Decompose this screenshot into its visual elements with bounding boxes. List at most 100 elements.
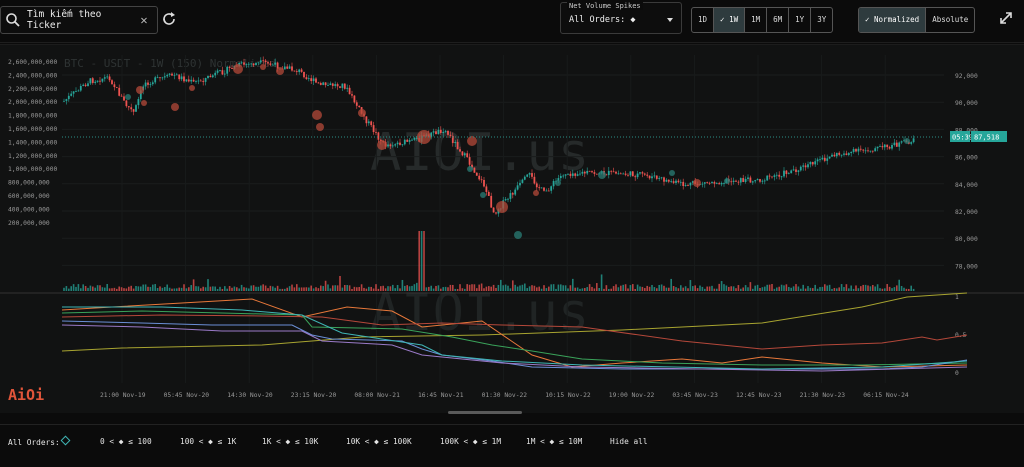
legend-0-100[interactable]: 0 < ◆ ≤ 100 (100, 437, 152, 446)
ticker-search-box[interactable]: Tìm kiếm theo Ticker ✕ (0, 6, 158, 34)
volume-bar (267, 288, 269, 291)
candle-body (891, 145, 893, 149)
volume-bar (96, 285, 99, 291)
left-axis: 2,600,000,000 2,400,000,000 2,200,000,000 2… (8, 59, 57, 227)
candle-body (571, 173, 574, 176)
volume-bar (864, 284, 867, 291)
candle-body (449, 134, 452, 136)
time-axis-label: 03:45 Nov-23 (672, 392, 718, 399)
close-icon[interactable]: ✕ (140, 13, 148, 27)
search-input[interactable]: Tìm kiếm theo Ticker (27, 9, 102, 31)
range-6m[interactable]: 6M (767, 8, 790, 32)
candle-body (173, 74, 176, 76)
volume-bar (468, 284, 471, 291)
volume-bar (147, 286, 149, 291)
mode-absolute[interactable]: Absolute (932, 15, 969, 24)
volume-bar (778, 286, 780, 291)
chart-scrollbar[interactable] (448, 411, 522, 414)
candle-body (437, 129, 440, 135)
volume-bar (713, 288, 716, 291)
candle-body (156, 77, 159, 79)
price-volume-chart[interactable]: BTC - USDT - 1W (150) Normalized AIOI.us… (0, 45, 1024, 413)
legend-label: 1K < ◆ ≤ 10K (262, 437, 319, 446)
candle-body (483, 179, 485, 187)
volume-bar (480, 283, 483, 291)
candle-body (274, 62, 277, 65)
volume-bar (264, 285, 267, 291)
volume-bar (639, 286, 641, 291)
legend-all-orders[interactable]: All Orders: (8, 435, 71, 447)
candle-body (715, 183, 718, 184)
candle-body (291, 66, 293, 71)
candle-body (631, 171, 634, 177)
mode-normalized[interactable]: ✓ Normalized (859, 8, 927, 32)
candle-body (559, 175, 562, 179)
candle-body (660, 177, 663, 179)
legend-100-1k[interactable]: 100 < ◆ ≤ 1K (180, 437, 236, 446)
net-volume-spikes-select[interactable]: Net Volume Spikes All Orders: ◆ (560, 2, 682, 34)
range-1m[interactable]: 1M (745, 8, 768, 32)
candle-body (862, 149, 865, 151)
candle-body (816, 159, 819, 162)
lower-axis-label: 1 (955, 294, 959, 301)
volume-bar (531, 285, 533, 291)
candle-body (672, 181, 675, 183)
candle-body (334, 84, 337, 86)
candle-body (648, 175, 651, 179)
spike-bubble (417, 130, 431, 144)
volume-bar (867, 285, 869, 291)
hide-all-button[interactable]: Hide all (610, 437, 648, 446)
candle-body (802, 165, 805, 167)
refresh-icon[interactable] (160, 10, 178, 28)
legend-1m-10m[interactable]: 1M < ◆ ≤ 10M (526, 437, 582, 446)
right-axis-label: 92,000 (955, 73, 978, 80)
volume-bar (101, 287, 104, 291)
volume-bar (154, 284, 156, 291)
volume-bar (408, 286, 411, 291)
volume-bar (116, 288, 118, 291)
candle-body (372, 125, 375, 133)
candle-body (634, 176, 637, 178)
candle-body (190, 79, 193, 82)
volume-bar (900, 285, 903, 291)
legend-100k-1m[interactable]: 100K < ◆ ≤ 1M (440, 437, 501, 446)
candle-body (831, 154, 833, 157)
candle-body (79, 85, 82, 91)
range-3y[interactable]: 3Y (817, 15, 827, 24)
candle-body (519, 182, 521, 186)
volume-bar (377, 288, 380, 291)
volume-bar (358, 287, 360, 291)
range-1w[interactable]: ✓ 1W (714, 8, 746, 32)
range-1d[interactable]: 1D (692, 8, 715, 32)
range-1y[interactable]: 1Y (789, 8, 812, 32)
volume-bar (348, 285, 351, 291)
candle-body (207, 75, 209, 79)
legend-1k-10k[interactable]: 1K < ◆ ≤ 10K (262, 437, 318, 446)
candle-body (535, 183, 538, 188)
volume-bar (123, 288, 125, 291)
candle-body (605, 174, 608, 176)
candle-body (99, 80, 101, 82)
expand-icon[interactable] (998, 10, 1014, 26)
left-axis-label: 200,000,000 (8, 220, 50, 227)
time-axis-label: 10:15 Nov-22 (545, 392, 591, 399)
volume-bar (790, 287, 792, 291)
candle-body (307, 78, 310, 80)
volume-bar (912, 288, 915, 291)
spike-bubble (598, 171, 606, 179)
volume-bar (596, 283, 598, 291)
candle-body (403, 139, 406, 145)
legend-10k-100k[interactable]: 10K < ◆ ≤ 100K (346, 437, 412, 446)
candle-body (511, 193, 514, 195)
left-axis-label: 2,400,000,000 (8, 72, 57, 79)
candle-body (876, 146, 879, 149)
volume-bar (785, 284, 788, 291)
candle-body (531, 173, 533, 177)
volume-bar (677, 288, 680, 291)
left-axis-label: 800,000,000 (8, 180, 50, 187)
series-line-green (61, 310, 968, 366)
chart-area[interactable]: BTC - USDT - 1W (150) Normalized AIOI.us… (0, 44, 1024, 413)
spike-bubble (141, 100, 147, 106)
spike-bubble (312, 110, 322, 120)
candle-body (339, 86, 341, 88)
